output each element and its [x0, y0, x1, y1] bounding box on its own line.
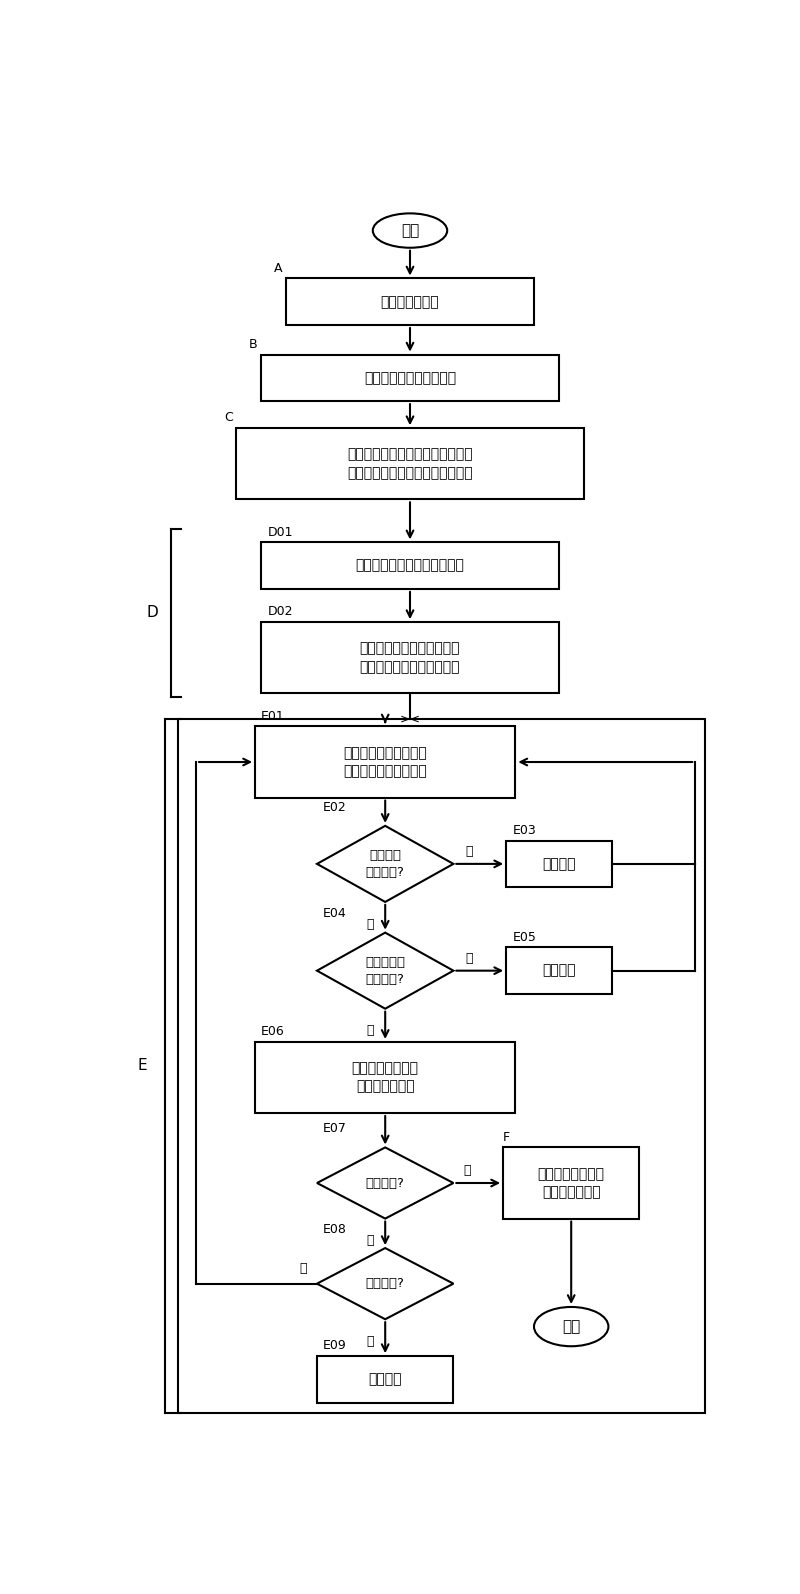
Text: E01: E01 [262, 709, 285, 722]
Text: 是: 是 [463, 1164, 470, 1178]
Text: 包装部按物料单配包装箱，
并打印有条形标识码的箱签: 包装部按物料单配包装箱， 并打印有条形标识码的箱签 [360, 641, 460, 674]
Text: 否: 否 [366, 1334, 374, 1349]
Text: 否: 否 [366, 1234, 374, 1247]
Text: 还有物料?: 还有物料? [366, 1277, 405, 1290]
Text: E: E [138, 1058, 147, 1073]
Bar [262, 622, 558, 693]
Text: A: A [274, 261, 282, 274]
Text: E02: E02 [323, 800, 347, 813]
Text: D01: D01 [267, 526, 293, 539]
Text: 失误报警: 失误报警 [542, 964, 575, 977]
Text: B: B [249, 338, 258, 351]
Bar [262, 542, 558, 588]
Bar [503, 1148, 639, 1218]
Text: 是重复的条
形标识码?: 是重复的条 形标识码? [365, 956, 405, 985]
Text: 全装箱了?: 全装箱了? [366, 1176, 405, 1189]
Text: ><: >< [399, 713, 421, 725]
Text: 包装部下载物料单，接收物料: 包装部下载物料单，接收物料 [355, 558, 465, 572]
Bar [286, 279, 534, 325]
Bar [506, 947, 611, 995]
Text: E08: E08 [323, 1223, 347, 1235]
Text: 工厂按物料单生产和调配物料，并
给物料加贴有条形标识码的物料签: 工厂按物料单生产和调配物料，并 给物料加贴有条形标识码的物料签 [347, 448, 473, 480]
Text: E07: E07 [323, 1122, 347, 1135]
Text: E06: E06 [262, 1025, 285, 1038]
Text: 缺料报警: 缺料报警 [369, 1372, 402, 1387]
Text: 发送订单给中心: 发送订单给中心 [381, 295, 439, 309]
Bar [317, 1356, 454, 1403]
Text: 错料报警: 错料报警 [542, 858, 575, 870]
Bar [262, 354, 558, 402]
Text: E05: E05 [512, 931, 536, 944]
Text: 提示贴箱签，向中
心保存本物料单: 提示贴箱签，向中 心保存本物料单 [538, 1167, 605, 1199]
Bar [255, 727, 515, 797]
Text: 否: 否 [465, 845, 473, 858]
Text: E04: E04 [323, 907, 347, 920]
Text: 否: 否 [366, 1025, 374, 1038]
Text: 中心将订单转化为物料单: 中心将订单转化为物料单 [364, 371, 456, 384]
Text: D02: D02 [267, 606, 293, 618]
Bar [237, 429, 584, 499]
Text: 结束: 结束 [562, 1320, 580, 1334]
Text: 是: 是 [366, 918, 374, 931]
Text: D: D [147, 606, 158, 620]
Bar [178, 719, 705, 1412]
Text: E03: E03 [512, 824, 536, 837]
Text: 是: 是 [300, 1262, 307, 1275]
Bar [255, 1042, 515, 1113]
Bar [506, 840, 611, 888]
Text: 在物料单中将本物
料标记为已装箱: 在物料单中将本物 料标记为已装箱 [352, 1062, 418, 1093]
Text: 是物料单
中的物料?: 是物料单 中的物料? [366, 850, 405, 878]
Text: 开始: 开始 [401, 223, 419, 238]
Text: E09: E09 [323, 1339, 347, 1352]
Text: 采集一个已装箱物料的
物料签上的条形标识码: 采集一个已装箱物料的 物料签上的条形标识码 [343, 746, 427, 778]
Text: F: F [503, 1130, 510, 1144]
Text: 是: 是 [465, 952, 473, 964]
Text: C: C [224, 411, 233, 424]
